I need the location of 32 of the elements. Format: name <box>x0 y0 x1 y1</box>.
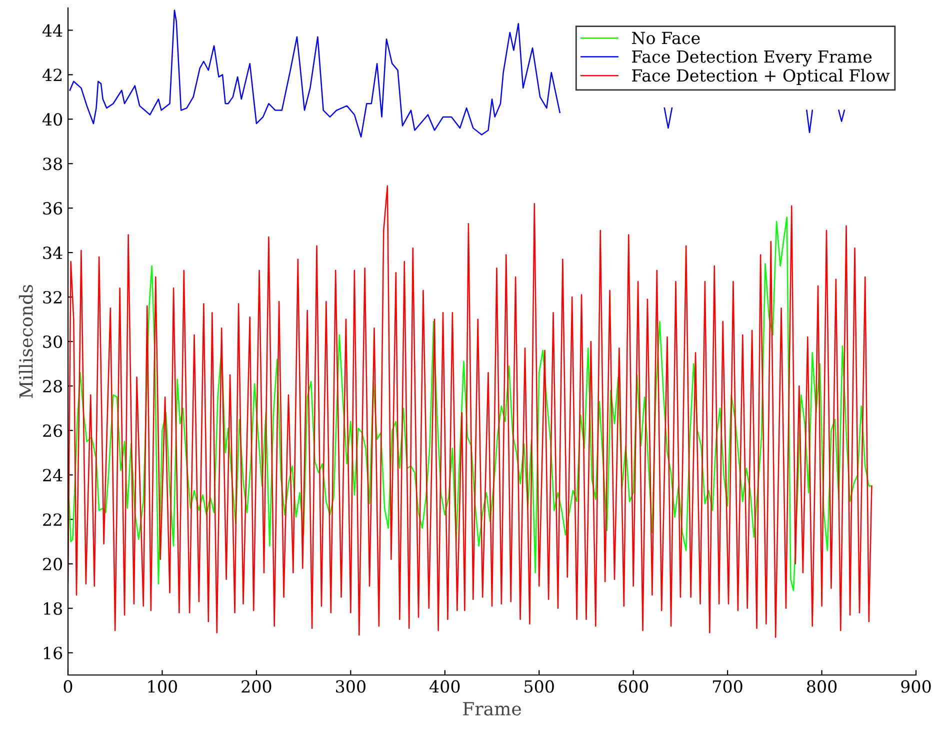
y-tick-label: 28 <box>43 380 62 393</box>
y-tick-label: 42 <box>42 68 62 82</box>
x-tick-label: 100 <box>148 680 178 693</box>
y-tick-label: 40 <box>42 113 62 126</box>
x-tick-label: 500 <box>524 680 554 693</box>
x-tick-label: 700 <box>713 680 742 693</box>
legend-label: No Face <box>632 32 700 44</box>
line-series <box>68 216 872 592</box>
x-tick-label: 600 <box>618 680 648 693</box>
y-tick-label: 24 <box>43 468 62 482</box>
y-tick-label: 18 <box>44 602 62 615</box>
x-tick-label: 900 <box>901 680 931 693</box>
legend-label: Face Detection Every Frame <box>632 50 872 66</box>
y-tick-label: 38 <box>43 158 62 170</box>
x-tick-label: 800 <box>806 680 837 693</box>
y-tick-label: 32 <box>43 290 62 304</box>
line-series <box>68 185 872 638</box>
legend-label: Face Detection + Optical Flow <box>632 68 890 85</box>
x-tick-label: 400 <box>429 680 460 693</box>
y-tick-label: 26 <box>43 424 62 437</box>
y-tick-label: 44 <box>42 24 62 37</box>
y-tick-label: 20 <box>43 558 62 570</box>
x-axis-title: Frame <box>463 702 521 716</box>
y-tick-label: 36 <box>43 202 62 215</box>
y-tick-label: 34 <box>43 246 62 260</box>
y-tick-label: 16 <box>44 646 62 660</box>
x-tick-label: 300 <box>336 680 366 693</box>
y-tick-label: 22 <box>43 513 62 526</box>
y-axis-title: Milliseconds <box>18 284 33 398</box>
y-tick-label: 30 <box>43 335 62 348</box>
x-tick-label: 0 <box>64 680 72 693</box>
x-tick-label: 200 <box>242 680 272 693</box>
